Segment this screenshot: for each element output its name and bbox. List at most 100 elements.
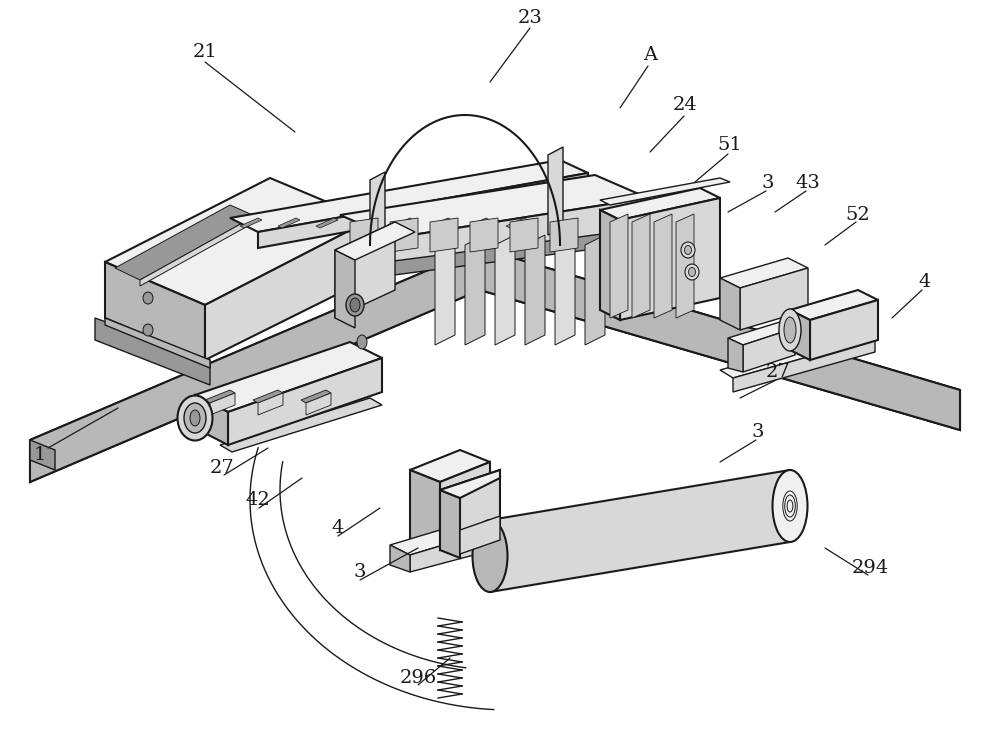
Polygon shape	[115, 205, 255, 280]
Polygon shape	[733, 338, 875, 392]
Polygon shape	[316, 218, 338, 228]
Text: 24: 24	[673, 96, 697, 114]
Polygon shape	[790, 310, 810, 360]
Ellipse shape	[190, 410, 200, 426]
Text: 3: 3	[354, 563, 366, 581]
Ellipse shape	[184, 403, 206, 433]
Text: 294: 294	[851, 559, 889, 577]
Ellipse shape	[143, 292, 153, 304]
Polygon shape	[390, 545, 410, 572]
Polygon shape	[600, 210, 620, 320]
Polygon shape	[354, 218, 376, 228]
Polygon shape	[468, 218, 490, 228]
Polygon shape	[480, 248, 960, 430]
Polygon shape	[585, 235, 605, 345]
Polygon shape	[306, 393, 331, 415]
Polygon shape	[210, 393, 235, 415]
Polygon shape	[390, 218, 418, 252]
Polygon shape	[350, 218, 378, 252]
Text: 3: 3	[752, 423, 764, 441]
Polygon shape	[810, 300, 878, 360]
Polygon shape	[253, 390, 283, 403]
Text: A: A	[643, 46, 657, 64]
Polygon shape	[105, 318, 210, 368]
Polygon shape	[30, 248, 960, 482]
Ellipse shape	[178, 396, 212, 441]
Polygon shape	[105, 178, 370, 305]
Polygon shape	[790, 290, 878, 320]
Text: 27: 27	[766, 363, 790, 381]
Polygon shape	[440, 470, 500, 550]
Polygon shape	[335, 222, 395, 318]
Polygon shape	[548, 147, 563, 235]
Polygon shape	[600, 188, 720, 220]
Polygon shape	[410, 470, 440, 558]
Ellipse shape	[684, 245, 692, 254]
Text: 296: 296	[399, 669, 437, 687]
Polygon shape	[435, 235, 455, 345]
Polygon shape	[392, 218, 414, 228]
Text: 42: 42	[246, 491, 270, 509]
Text: 51: 51	[718, 136, 742, 154]
Polygon shape	[632, 214, 650, 318]
Ellipse shape	[346, 294, 364, 316]
Polygon shape	[440, 462, 490, 558]
Polygon shape	[495, 235, 515, 345]
Polygon shape	[490, 470, 790, 592]
Polygon shape	[205, 220, 370, 360]
Polygon shape	[610, 214, 628, 318]
Polygon shape	[335, 222, 415, 260]
Polygon shape	[370, 172, 385, 256]
Polygon shape	[393, 198, 648, 268]
Text: 27: 27	[210, 459, 234, 477]
Polygon shape	[410, 450, 490, 482]
Ellipse shape	[685, 264, 699, 280]
Ellipse shape	[143, 324, 153, 336]
Polygon shape	[440, 470, 500, 498]
Polygon shape	[676, 214, 694, 318]
Polygon shape	[440, 490, 460, 558]
Polygon shape	[140, 216, 255, 286]
Polygon shape	[301, 390, 331, 403]
Ellipse shape	[357, 335, 367, 349]
Polygon shape	[30, 248, 480, 482]
Ellipse shape	[772, 470, 808, 542]
Polygon shape	[506, 218, 528, 228]
Polygon shape	[195, 395, 228, 445]
Text: 21: 21	[193, 43, 217, 61]
Polygon shape	[620, 198, 720, 320]
Polygon shape	[205, 390, 235, 403]
Ellipse shape	[350, 298, 360, 312]
Text: 3: 3	[762, 174, 774, 192]
Polygon shape	[470, 218, 498, 252]
Polygon shape	[430, 218, 452, 228]
Polygon shape	[555, 235, 575, 345]
Polygon shape	[743, 328, 795, 372]
Polygon shape	[525, 235, 545, 345]
Polygon shape	[728, 338, 743, 372]
Text: 1: 1	[34, 446, 46, 464]
Polygon shape	[258, 173, 588, 248]
Polygon shape	[30, 440, 55, 470]
Polygon shape	[335, 250, 355, 328]
Polygon shape	[278, 218, 300, 228]
Polygon shape	[410, 528, 500, 572]
Polygon shape	[728, 322, 795, 345]
Polygon shape	[740, 268, 808, 330]
Polygon shape	[390, 518, 500, 555]
Ellipse shape	[473, 520, 508, 592]
Polygon shape	[720, 258, 808, 288]
Polygon shape	[340, 228, 648, 282]
Text: 4: 4	[332, 519, 344, 537]
Polygon shape	[600, 178, 730, 205]
Polygon shape	[258, 393, 283, 415]
Ellipse shape	[779, 309, 801, 351]
Text: 43: 43	[796, 174, 820, 192]
Polygon shape	[230, 160, 588, 232]
Polygon shape	[340, 175, 648, 238]
Ellipse shape	[681, 242, 695, 258]
Polygon shape	[720, 278, 740, 330]
Polygon shape	[654, 214, 672, 318]
Polygon shape	[105, 262, 205, 360]
Polygon shape	[550, 218, 578, 252]
